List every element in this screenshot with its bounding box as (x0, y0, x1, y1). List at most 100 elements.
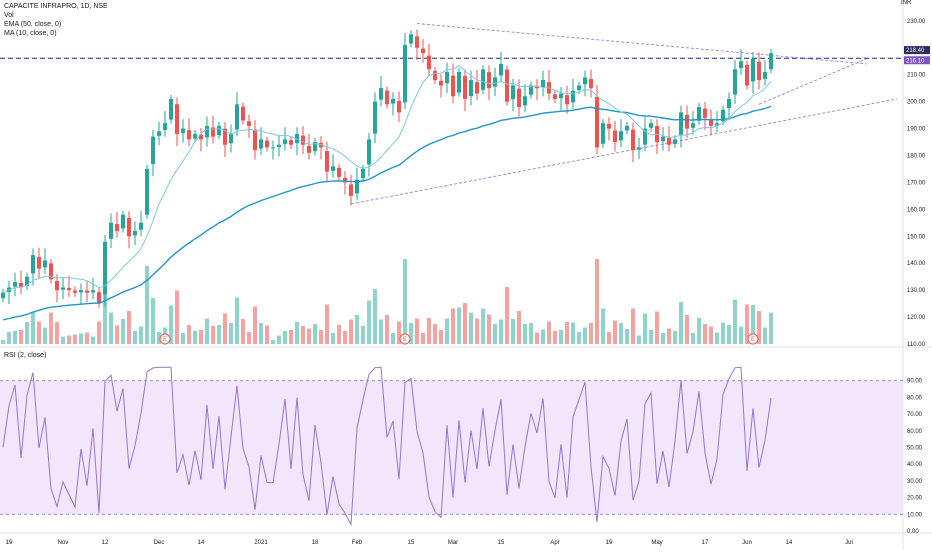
volume-bar (265, 325, 269, 344)
volume-bar (625, 329, 629, 344)
time-tick-label: Jun (742, 540, 752, 546)
candle-body (157, 131, 161, 136)
volume-bar (109, 312, 113, 344)
rsi-tick-label: 60.00 (907, 429, 923, 435)
candle-body (769, 53, 773, 70)
candle-body (697, 107, 701, 121)
candle-body (541, 80, 545, 87)
trendline-upper (416, 23, 868, 65)
volume-bar (589, 323, 593, 344)
volume-bar (217, 325, 221, 344)
candle-body (577, 85, 581, 91)
time-tick-label: 2021 (254, 540, 268, 546)
candle-body (601, 123, 605, 144)
volume-bar (181, 333, 185, 344)
candle-body (199, 134, 203, 140)
volume-bar (157, 332, 161, 344)
time-tick-label: Mar (448, 540, 458, 546)
volume-bar (151, 298, 155, 344)
candle-body (691, 123, 695, 128)
time-tick-label: Dec (154, 540, 165, 546)
volume-bar (283, 331, 287, 344)
earnings-marker (159, 333, 171, 345)
volume-bar (85, 332, 89, 344)
time-tick-label: Feb (352, 540, 363, 546)
candle-body (97, 292, 101, 304)
volume-bar (403, 259, 407, 344)
candle-body (301, 135, 305, 145)
volume-bar (349, 319, 353, 344)
candle-body (337, 167, 341, 178)
volume-bar (481, 308, 485, 344)
volume-bar (271, 340, 275, 344)
rsi-tick-label: 30.00 (907, 479, 923, 485)
volume-bar (385, 315, 389, 344)
volume-bar (553, 331, 557, 344)
candle-body (421, 48, 425, 54)
volume-bar (61, 336, 65, 344)
volume-bar (175, 290, 179, 344)
volume-bar (475, 318, 479, 344)
volume-bar (277, 335, 281, 344)
volume-bar (529, 323, 533, 344)
price-tick-label: 230.00 (907, 19, 926, 25)
volume-bar (685, 315, 689, 344)
price-badge (904, 56, 930, 65)
volume-bar (673, 331, 677, 344)
volume-bar (565, 322, 569, 344)
volume-bar (25, 322, 29, 344)
candle-body (427, 55, 431, 70)
volume-bar (727, 325, 731, 344)
volume-bar (409, 323, 413, 344)
volume-bar (343, 331, 347, 344)
volume-bar (751, 305, 755, 344)
volume-bar (115, 325, 119, 344)
candle-body (385, 90, 389, 105)
volume-bar (577, 332, 581, 344)
volume-bar (43, 327, 47, 344)
time-tick-label: Nov (58, 540, 69, 546)
candle-body (661, 136, 665, 142)
price-tick-label: 180.00 (907, 153, 926, 159)
candle-body (289, 140, 293, 145)
volume-bar (55, 322, 59, 344)
earnings-marker-label: E (403, 337, 407, 343)
candle-body (625, 125, 629, 131)
rsi-tick-label: 70.00 (907, 412, 923, 418)
volume-bar (745, 304, 749, 344)
candle-body (169, 98, 173, 120)
time-tick-label: Jul (845, 540, 853, 546)
candle-body (193, 133, 197, 139)
candle-body (229, 133, 233, 144)
candle-body (535, 85, 539, 89)
volume-bar (463, 303, 467, 344)
volume-bar (451, 308, 455, 344)
time-tick-label: 18 (312, 540, 319, 546)
volume-bar (373, 289, 377, 344)
volume-bar (391, 333, 395, 344)
candle-body (37, 257, 41, 269)
candle-body (313, 142, 317, 152)
candle-body (487, 72, 491, 89)
volume-bar (649, 330, 653, 344)
volume-bar (487, 314, 491, 344)
price-tick-label: 190.00 (907, 127, 926, 133)
candle-body (349, 184, 353, 196)
volume-bar (427, 318, 431, 344)
volume-bar (223, 313, 227, 344)
volume-bar (499, 319, 503, 344)
volume-bar (697, 318, 701, 344)
time-tick-label: Apr (550, 540, 559, 546)
volume-bar (469, 312, 473, 344)
candle-body (109, 222, 113, 239)
rsi-line (2, 366, 772, 527)
volume-bar (91, 336, 95, 344)
candle-body (649, 123, 653, 128)
volume-bar (49, 312, 53, 344)
ema-line (2, 105, 772, 321)
candle-body (211, 127, 215, 137)
volume-bar (229, 323, 233, 344)
candle-body (259, 139, 263, 149)
candle-body (667, 137, 671, 145)
